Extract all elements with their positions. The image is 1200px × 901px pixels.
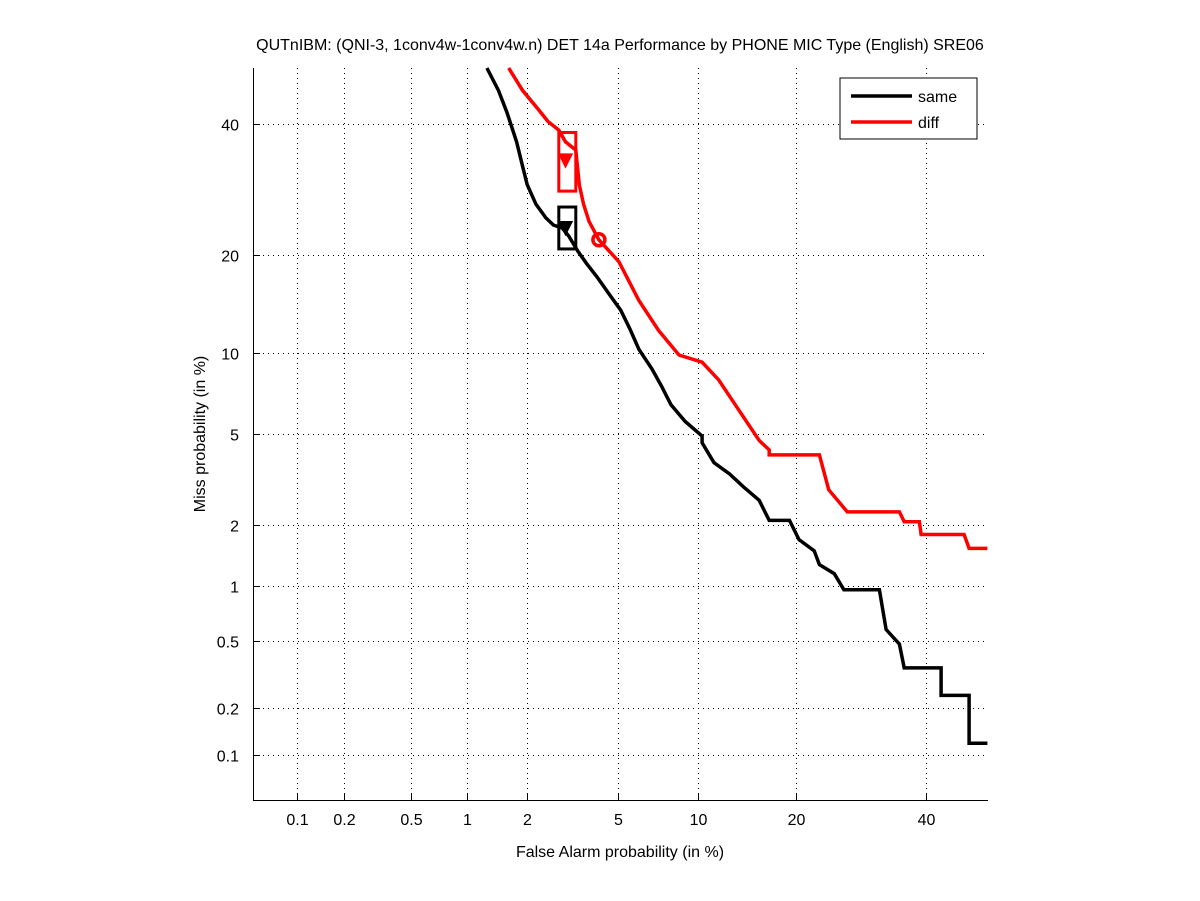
- confidence-box-same: [557, 205, 578, 251]
- axes: [253, 68, 988, 801]
- x-tick-label: 0.2: [333, 812, 355, 829]
- y-tick-label: 0.5: [217, 635, 239, 652]
- x-tick-labels: 0.1 0.2 0.5 1 2 5 10 20 40: [286, 812, 935, 829]
- legend: same diff: [839, 77, 978, 140]
- series-same: [485, 67, 988, 746]
- x-tick-label: 0.1: [286, 812, 308, 829]
- x-tick-label: 2: [523, 812, 532, 829]
- y-tick-label: 20: [221, 249, 239, 266]
- x-tick-label: 40: [918, 812, 936, 829]
- series-group: [485, 67, 988, 746]
- chart-title: QUTnIBM: (QNI-3, 1conv4w-1conv4w.n) DET …: [256, 37, 984, 54]
- x-axis-label: False Alarm probability (in %): [516, 844, 724, 861]
- y-tick-label: 40: [221, 118, 239, 135]
- x-tick-label: 1: [463, 812, 472, 829]
- y-tick-labels: 0.1 0.2 0.5 1 2 5 10 20 40: [217, 118, 239, 766]
- y-tick-label: 5: [230, 428, 239, 445]
- legend-label-same: same: [918, 89, 957, 106]
- y-tick-label: 2: [230, 519, 239, 536]
- det-curve-same: [485, 67, 988, 746]
- x-tick-label: 20: [788, 812, 806, 829]
- actual-decision-marker-same: [557, 220, 574, 237]
- x-tick-label: 0.5: [400, 812, 422, 829]
- y-tick-label: 0.2: [217, 702, 239, 719]
- legend-box: [839, 77, 978, 140]
- y-axis-label: Miss probability (in %): [192, 356, 209, 512]
- actual-decision-marker-diff: [557, 153, 574, 169]
- x-tick-label: 5: [614, 812, 623, 829]
- x-tick-label: 10: [690, 812, 708, 829]
- y-tick-label: 10: [221, 347, 239, 364]
- confidence-box-diff: [557, 130, 578, 193]
- y-tick-label: 1: [230, 580, 239, 597]
- y-tick-label: 0.1: [217, 749, 239, 766]
- legend-label-diff: diff: [918, 115, 940, 132]
- series-diff: [507, 67, 988, 551]
- min-dcf-marker-diff: [591, 232, 607, 248]
